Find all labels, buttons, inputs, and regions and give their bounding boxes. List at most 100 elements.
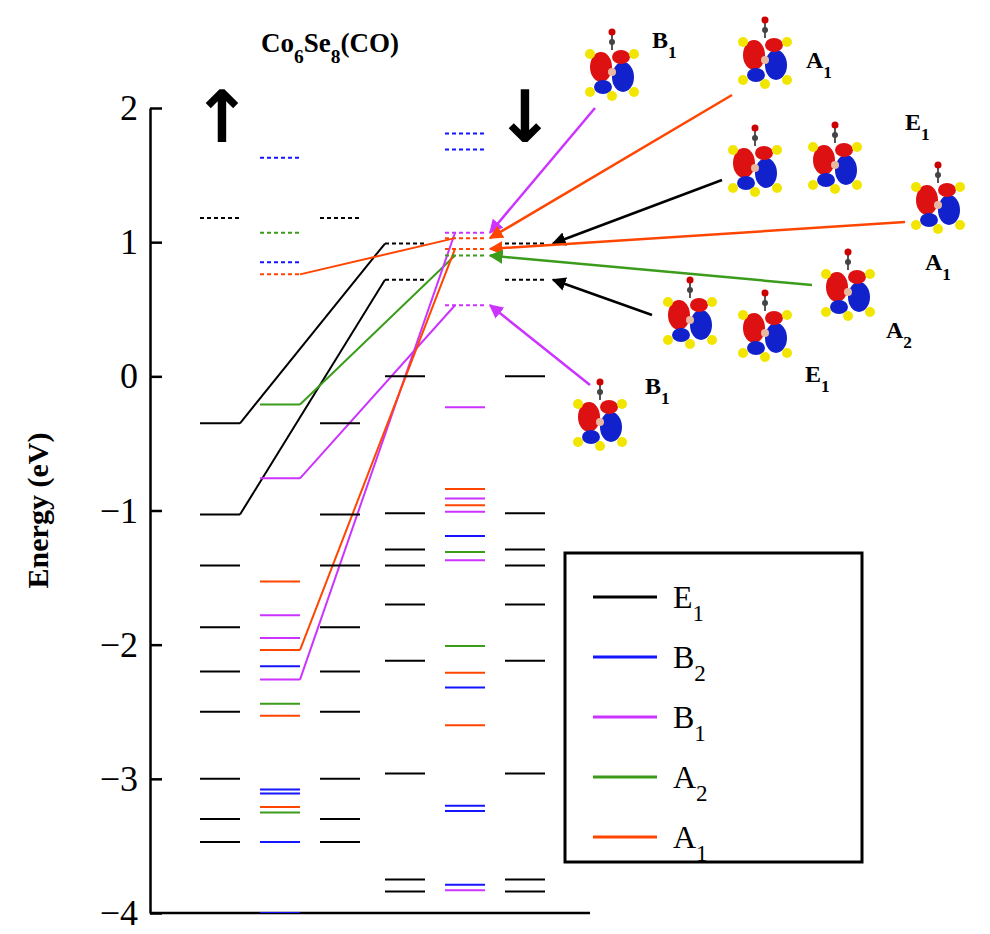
energy-level — [505, 243, 545, 245]
text-run: A — [806, 47, 824, 73]
subscript: 1 — [823, 63, 832, 82]
orbital-image — [808, 122, 862, 195]
orbital-image — [573, 379, 627, 452]
subscript: 8 — [331, 46, 341, 67]
orbital-lobe — [612, 62, 634, 92]
y-tick: −1 — [100, 491, 162, 531]
correlation-line — [240, 280, 385, 515]
energy-level — [445, 504, 485, 506]
orbital-atom — [573, 399, 583, 409]
energy-level — [445, 884, 485, 886]
text-run: A — [673, 759, 696, 795]
energy-level — [200, 778, 240, 780]
energy-level — [385, 603, 425, 605]
orbital-atom — [617, 437, 627, 447]
energy-level — [260, 649, 300, 651]
energy-level — [200, 514, 240, 516]
legend-swatch — [593, 596, 657, 599]
orbital-lobe — [600, 400, 618, 414]
energy-level — [385, 878, 425, 880]
legend: E1B2B1A2A1 — [565, 553, 862, 866]
orbital-atom — [782, 75, 792, 85]
orbital-atom — [685, 339, 695, 349]
annotation-arrow — [553, 280, 652, 315]
orbital-atom — [934, 201, 942, 209]
orbital-atom — [782, 348, 792, 358]
energy-level — [320, 217, 360, 219]
energy-level — [385, 772, 425, 774]
orbital-lobe — [600, 412, 622, 442]
spin-label: ↓ — [495, 75, 555, 159]
energy-level — [320, 711, 360, 713]
orbital-atom — [830, 184, 840, 194]
orbital-lobe — [848, 282, 870, 312]
annotation-label: E1 — [905, 109, 930, 144]
orbital-lobe — [835, 155, 857, 185]
energy-level — [260, 232, 300, 234]
y-tick-label: 2 — [120, 88, 138, 128]
subscript: 1 — [821, 377, 830, 396]
orbital-atom — [955, 220, 965, 230]
y-tick-label: 0 — [120, 356, 138, 396]
orbital-atom — [761, 329, 769, 337]
orbital-lobe — [612, 50, 630, 64]
energy-level — [320, 671, 360, 673]
orbital-atom — [738, 75, 748, 85]
orbital-lobe — [690, 310, 712, 340]
orbital-lobe — [765, 38, 783, 52]
orbital-atom — [911, 220, 921, 230]
y-tick-mark — [150, 376, 162, 379]
energy-level — [505, 891, 545, 893]
text-run: B — [645, 373, 661, 399]
orbital-atom — [750, 187, 760, 197]
energy-level — [445, 304, 485, 306]
plot-area — [200, 133, 545, 913]
y-tick: −2 — [100, 625, 162, 665]
subscript: 1 — [694, 720, 706, 746]
orbital-atom — [609, 29, 616, 36]
energy-level — [505, 375, 545, 377]
orbital-atom — [808, 180, 818, 190]
orbital-lobe — [765, 50, 787, 80]
orbital-atom — [707, 335, 717, 345]
orbital-lobe — [765, 311, 783, 325]
legend-swatch — [593, 836, 657, 839]
orbital-atom — [772, 145, 782, 155]
subscript: 1 — [661, 389, 670, 408]
energy-level — [445, 511, 485, 513]
spin-label: ↑ — [192, 75, 252, 159]
orbital-atom — [808, 142, 818, 152]
orbital-atom — [738, 348, 748, 358]
energy-level — [445, 248, 485, 250]
orbital-atom — [738, 37, 748, 47]
energy-level — [260, 273, 300, 275]
orbital-atom — [686, 316, 694, 324]
orbital-atom — [832, 132, 838, 138]
energy-level — [445, 810, 485, 812]
correlation-line — [300, 233, 455, 680]
annotation-label: E1 — [805, 361, 830, 396]
annotation-label: A1 — [925, 249, 951, 284]
correlation-line — [300, 249, 455, 650]
legend-box — [565, 553, 862, 862]
annotation-arrow — [490, 95, 732, 238]
energy-level — [445, 551, 485, 553]
energy-level — [445, 132, 485, 134]
orbital-atom — [707, 297, 717, 307]
energy-level — [320, 565, 360, 567]
text-run: A — [886, 317, 904, 343]
energy-level — [260, 715, 300, 717]
orbital-image — [585, 29, 639, 102]
orbital-atom — [760, 352, 770, 362]
energy-level — [320, 841, 360, 843]
orbital-atom — [573, 437, 583, 447]
orbital-atom — [595, 441, 605, 451]
energy-level — [505, 548, 545, 550]
orbital-atom — [752, 125, 759, 132]
subscript: 1 — [693, 600, 705, 626]
orbital-atom — [762, 300, 768, 306]
energy-level — [260, 614, 300, 616]
orbital-atom — [585, 87, 595, 97]
orbital-image — [663, 277, 717, 350]
energy-level — [445, 535, 485, 537]
